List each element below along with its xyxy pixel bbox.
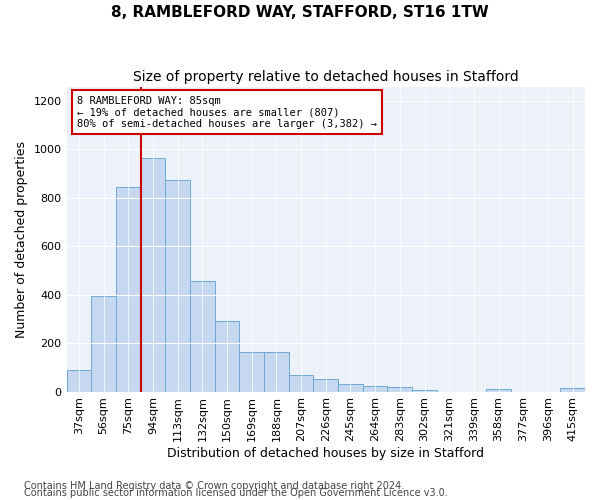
Bar (239, 352, 264, 392)
Text: 8 RAMBLEFORD WAY: 85sqm
← 19% of detached houses are smaller (807)
80% of semi-d: 8 RAMBLEFORD WAY: 85sqm ← 19% of detache… (77, 96, 377, 129)
Text: Contains HM Land Registry data © Crown copyright and database right 2024.: Contains HM Land Registry data © Crown c… (24, 481, 404, 491)
Bar (190, 282, 215, 392)
Bar (165, 180, 190, 392)
Bar (486, 389, 511, 392)
Bar (264, 352, 289, 392)
Bar (412, 390, 437, 392)
Title: Size of property relative to detached houses in Stafford: Size of property relative to detached ho… (133, 70, 518, 84)
Bar (116, 187, 140, 392)
Bar (67, 370, 91, 392)
Text: 8, RAMBLEFORD WAY, STAFFORD, ST16 1TW: 8, RAMBLEFORD WAY, STAFFORD, ST16 1TW (111, 5, 489, 20)
Bar (313, 380, 338, 392)
Y-axis label: Number of detached properties: Number of detached properties (15, 140, 28, 338)
Text: Contains public sector information licensed under the Open Government Licence v3: Contains public sector information licen… (24, 488, 448, 498)
Bar (560, 388, 585, 392)
Bar (91, 296, 116, 392)
Bar (140, 158, 165, 392)
Bar (363, 386, 388, 392)
Bar (289, 375, 313, 392)
Bar (388, 387, 412, 392)
Bar (338, 384, 363, 392)
Bar (215, 322, 239, 392)
X-axis label: Distribution of detached houses by size in Stafford: Distribution of detached houses by size … (167, 447, 484, 460)
